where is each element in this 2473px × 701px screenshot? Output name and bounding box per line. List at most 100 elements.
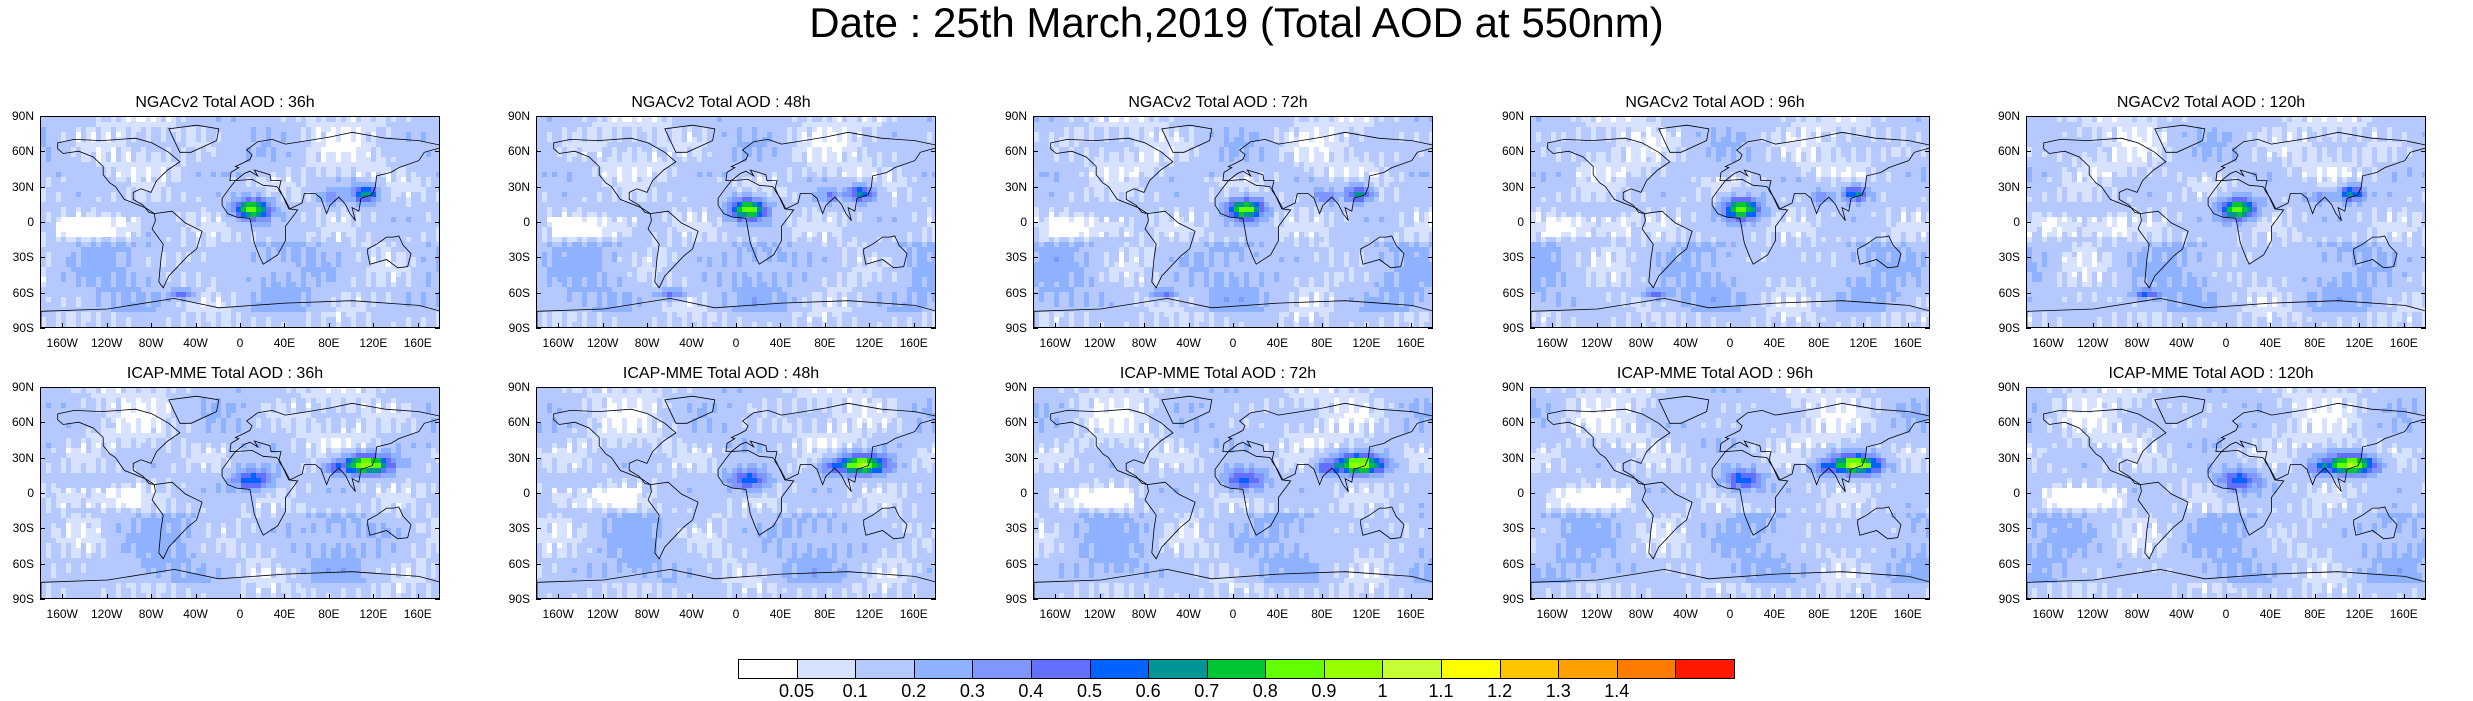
latitude-tick xyxy=(2421,328,2426,329)
latitude-tick xyxy=(435,328,440,329)
latitude-tick xyxy=(40,422,45,424)
longitude-tick xyxy=(1233,594,1234,599)
longitude-label: 80E xyxy=(1297,607,1347,621)
longitude-tick xyxy=(2181,594,2183,599)
longitude-tick xyxy=(1907,323,1909,328)
latitude-tick xyxy=(2421,457,2426,459)
panel-title: ICAP-MME Total AOD : 120h xyxy=(1986,365,2436,383)
latitude-label: 30N xyxy=(0,451,34,465)
colorbar-label: 0.5 xyxy=(1060,681,1120,701)
latitude-tick xyxy=(435,563,440,565)
longitude-tick xyxy=(1907,594,1909,599)
latitude-tick xyxy=(2026,186,2031,188)
longitude-label: 120W xyxy=(1572,607,1622,621)
latitude-tick xyxy=(1530,387,1535,388)
longitude-label: 40E xyxy=(2245,336,2295,350)
latitude-tick xyxy=(2026,528,2031,530)
longitude-label: 0 xyxy=(711,607,761,621)
longitude-tick xyxy=(1552,323,1554,328)
latitude-tick xyxy=(931,528,936,530)
longitude-label: 120W xyxy=(82,607,132,621)
latitude-tick xyxy=(1530,422,1535,424)
latitude-tick xyxy=(2026,292,2031,294)
colorbar-swatch xyxy=(1030,659,1091,679)
longitude-tick xyxy=(1321,323,1323,328)
latitude-tick xyxy=(1033,599,1038,600)
latitude-tick xyxy=(1033,257,1038,259)
longitude-label: 160E xyxy=(393,336,443,350)
latitude-tick xyxy=(2026,257,2031,259)
longitude-label: 80W xyxy=(2112,607,2162,621)
latitude-label: 60N xyxy=(496,415,530,429)
longitude-label: 120E xyxy=(2334,607,2384,621)
longitude-tick xyxy=(1321,594,1323,599)
aod-field-map xyxy=(2027,388,2425,598)
colorbar-label: 1.4 xyxy=(1587,681,1647,701)
longitude-tick xyxy=(240,323,241,328)
longitude-label: 80E xyxy=(1794,607,1844,621)
latitude-label: 90N xyxy=(0,109,34,123)
latitude-label: 30S xyxy=(1986,250,2020,264)
latitude-tick xyxy=(1033,563,1038,565)
latitude-tick xyxy=(1530,493,1535,494)
latitude-tick xyxy=(536,151,541,153)
colorbar-label: 0.7 xyxy=(1177,681,1237,701)
latitude-label: 0 xyxy=(993,215,1027,229)
latitude-tick xyxy=(40,186,45,188)
longitude-tick xyxy=(2270,323,2272,328)
map-panel: NGACv2 Total AOD : 48h 90N 60N 30N 0 30S 60S 90… xyxy=(496,94,946,384)
latitude-tick xyxy=(1033,528,1038,530)
colorbar-swatch xyxy=(1323,659,1384,679)
aod-field-map xyxy=(537,117,935,327)
map-frame xyxy=(536,116,936,328)
longitude-tick xyxy=(1685,323,1687,328)
latitude-tick xyxy=(2421,222,2426,223)
latitude-label: 90S xyxy=(1986,592,2020,606)
longitude-label: 80E xyxy=(2290,607,2340,621)
longitude-tick xyxy=(824,323,826,328)
latitude-label: 0 xyxy=(496,486,530,500)
longitude-label: 120E xyxy=(348,607,398,621)
panel-title: NGACv2 Total AOD : 36h xyxy=(0,94,450,112)
latitude-label: 0 xyxy=(1986,486,2020,500)
longitude-tick xyxy=(195,594,197,599)
longitude-tick xyxy=(602,323,604,328)
latitude-tick xyxy=(1428,563,1433,565)
longitude-label: 40E xyxy=(1252,607,1302,621)
latitude-tick xyxy=(1925,292,1930,294)
longitude-tick xyxy=(558,323,560,328)
colorbar-swatch xyxy=(1558,659,1618,679)
longitude-tick xyxy=(913,323,915,328)
latitude-tick xyxy=(1033,151,1038,153)
latitude-tick xyxy=(1033,292,1038,294)
colorbar-label: 1.2 xyxy=(1470,681,1530,701)
map-panel: ICAP-MME Total AOD : 120h 90N 60N 30N 0 30S 60… xyxy=(1986,365,2436,655)
coastlines xyxy=(41,124,439,327)
longitude-tick xyxy=(195,323,197,328)
longitude-label: 120E xyxy=(1341,336,1391,350)
latitude-tick xyxy=(536,457,541,459)
colorbar-swatch xyxy=(1206,659,1267,679)
coastlines xyxy=(1531,124,1929,327)
longitude-tick xyxy=(2092,323,2094,328)
longitude-label: 40W xyxy=(1661,336,1711,350)
longitude-tick xyxy=(602,594,604,599)
map-panel: ICAP-MME Total AOD : 72h 90N 60N 30N 0 30S 60S… xyxy=(993,365,1443,655)
longitude-tick xyxy=(328,594,330,599)
longitude-label: 40E xyxy=(755,336,805,350)
longitude-label: 40E xyxy=(1749,336,1799,350)
longitude-tick xyxy=(2048,323,2050,328)
latitude-label: 30S xyxy=(1490,521,1524,535)
latitude-tick xyxy=(40,599,45,600)
latitude-label: 0 xyxy=(0,215,34,229)
longitude-tick xyxy=(62,323,64,328)
longitude-tick xyxy=(1685,594,1687,599)
latitude-tick xyxy=(435,222,440,223)
longitude-tick xyxy=(1596,594,1598,599)
aod-field-map xyxy=(41,117,439,327)
aod-field-map xyxy=(1034,117,1432,327)
latitude-label: 60S xyxy=(1490,557,1524,571)
map-panel: NGACv2 Total AOD : 120h 90N 60N 30N 0 30S 60S 9… xyxy=(1986,94,2436,384)
colorbar-label: 0.8 xyxy=(1235,681,1295,701)
latitude-tick xyxy=(435,186,440,188)
